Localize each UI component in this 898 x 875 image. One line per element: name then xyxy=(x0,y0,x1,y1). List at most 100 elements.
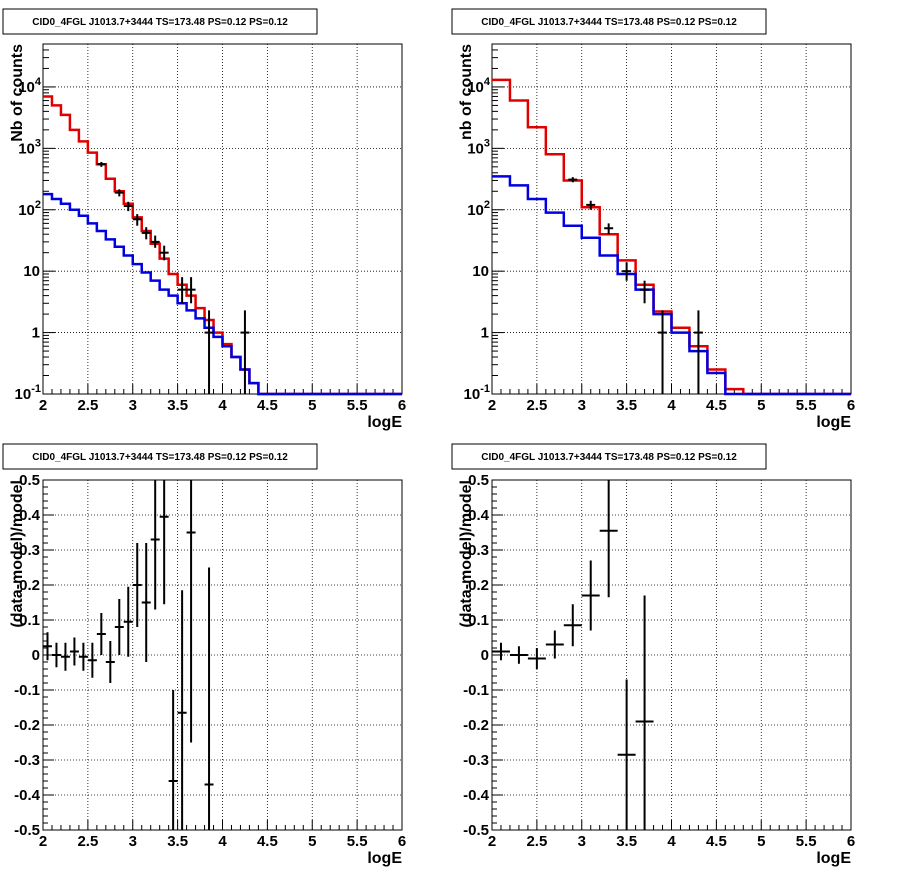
data-point xyxy=(60,642,70,671)
x-tick-label: 2 xyxy=(488,397,496,414)
x-tick-label: 4.5 xyxy=(706,833,727,850)
data-point xyxy=(545,630,564,659)
y-tick-label: 1 xyxy=(32,325,40,342)
x-tick-label: 4 xyxy=(218,833,227,850)
x-axis-title: logE xyxy=(367,414,402,431)
y-tick-label: 0.2 xyxy=(468,577,489,594)
y-tick-label: -0.1 xyxy=(463,682,489,699)
data-point xyxy=(622,262,632,281)
y-tick-label: 103 xyxy=(18,137,41,157)
data-point xyxy=(78,642,88,671)
data-point xyxy=(150,235,160,248)
y-tick-label: -0.3 xyxy=(14,752,40,769)
title-box xyxy=(451,443,767,470)
y-tick-label: 0.5 xyxy=(468,472,489,489)
y-tick-label: 0 xyxy=(32,647,40,664)
y-tick-label: 0.1 xyxy=(468,612,489,629)
y-tick-label: 1 xyxy=(481,325,489,342)
x-tick-label: 2.5 xyxy=(526,833,547,850)
data-point xyxy=(114,599,124,655)
data-point xyxy=(186,480,196,743)
data-point xyxy=(563,604,582,647)
x-tick-label: 2 xyxy=(39,397,47,414)
grid xyxy=(491,44,852,395)
data-point xyxy=(617,679,636,830)
chart-title: CID0_4FGL J1013.7+3444 TS=173.48 PS=0.12… xyxy=(32,17,288,28)
data-point xyxy=(604,223,614,235)
y-tick-label: 0.2 xyxy=(19,577,40,594)
data-point xyxy=(177,277,187,304)
data-point xyxy=(150,480,160,610)
y-tick-label: -0.5 xyxy=(14,822,40,839)
data-point xyxy=(96,613,106,655)
y-tick-label: 0.4 xyxy=(19,507,41,524)
data-point xyxy=(492,642,510,661)
data-point xyxy=(204,567,214,830)
data-point xyxy=(586,200,596,210)
data-point xyxy=(568,177,578,183)
x-tick-label: 4.5 xyxy=(257,833,278,850)
data-point xyxy=(177,590,187,830)
x-tick-label: 5 xyxy=(757,833,765,850)
x-tick-label: 2.5 xyxy=(77,397,98,414)
y-tick-label: 103 xyxy=(467,137,490,157)
chart-panel-4: 2 2.5 3 3.5 4 4.5 5 5.5 6 -0.5 -0.4 -0.3 -0.2 -0.1 0 0.… xyxy=(451,443,855,867)
y-tick-label: 0.1 xyxy=(19,612,40,629)
x-tick-label: 3 xyxy=(129,397,137,414)
data-point xyxy=(132,543,142,627)
y-tick-label: 102 xyxy=(467,199,490,219)
x-tick-label: 6 xyxy=(847,833,855,850)
x-tick-label: 3.5 xyxy=(616,397,637,414)
x-tick-label: 4.5 xyxy=(257,397,278,414)
x-tick-label: 3.5 xyxy=(167,833,188,850)
title-box xyxy=(2,443,318,470)
grid xyxy=(42,479,403,831)
x-tick-label: 4.5 xyxy=(706,397,727,414)
axis-ticks xyxy=(491,479,852,831)
y-axis-title: Nb of counts xyxy=(9,44,26,142)
data-point xyxy=(96,161,106,167)
x-tick-label: 2 xyxy=(39,833,47,850)
y-tick-label: 0.3 xyxy=(468,542,489,559)
chart-panel-3: 2 2.5 3 3.5 4 4.5 5 5.5 6 -0.5 -0.4 -0.3 -0.2 -0.1 0 0.… xyxy=(2,443,406,867)
chart-title: CID0_4FGL J1013.7+3444 TS=173.48 PS=0.12… xyxy=(32,452,288,463)
x-tick-label: 2.5 xyxy=(77,833,98,850)
y-tick-label: -0.2 xyxy=(463,717,489,734)
x-tick-label: 6 xyxy=(398,833,406,850)
data-point xyxy=(240,310,250,394)
x-tick-label: 5 xyxy=(308,833,316,850)
y-tick-label: 10 xyxy=(472,263,489,280)
x-tick-label: 4 xyxy=(667,833,676,850)
data-point xyxy=(141,227,151,240)
data-point xyxy=(527,648,546,669)
x-tick-label: 6 xyxy=(847,397,855,414)
y-tick-label: -0.4 xyxy=(463,787,490,804)
data-point xyxy=(51,642,61,668)
y-tick-label: 0.5 xyxy=(19,472,40,489)
y-tick-label: 0 xyxy=(481,647,489,664)
y-tick-label: -0.1 xyxy=(14,682,40,699)
chart-panel-2: 2 2.5 3 3.5 4 4.5 5 5.5 6 10-1 1 10 102 103 104 logE nb … xyxy=(451,8,855,431)
data-point xyxy=(581,560,600,631)
y-tick-label: 10 xyxy=(23,263,40,280)
data-point xyxy=(123,586,133,657)
data-point xyxy=(693,310,703,394)
x-tick-label: 2 xyxy=(488,833,496,850)
data-point xyxy=(204,310,214,394)
y-tick-label: 10-1 xyxy=(464,383,490,403)
data-point xyxy=(159,480,169,605)
x-tick-label: 4 xyxy=(667,397,676,414)
x-tick-label: 3.5 xyxy=(616,833,637,850)
data-point xyxy=(87,642,97,678)
x-tick-label: 5.5 xyxy=(347,397,368,414)
data-point xyxy=(186,277,196,304)
data-point xyxy=(168,690,178,830)
x-tick-label: 2.5 xyxy=(526,397,547,414)
y-tick-label: 102 xyxy=(18,199,41,219)
axis-ticks xyxy=(42,479,403,831)
x-tick-label: 3 xyxy=(129,833,137,850)
axis-ticks xyxy=(42,43,403,395)
y-tick-label: 0.4 xyxy=(468,507,490,524)
y-tick-label: 104 xyxy=(18,76,42,96)
axis-ticks xyxy=(491,43,852,395)
